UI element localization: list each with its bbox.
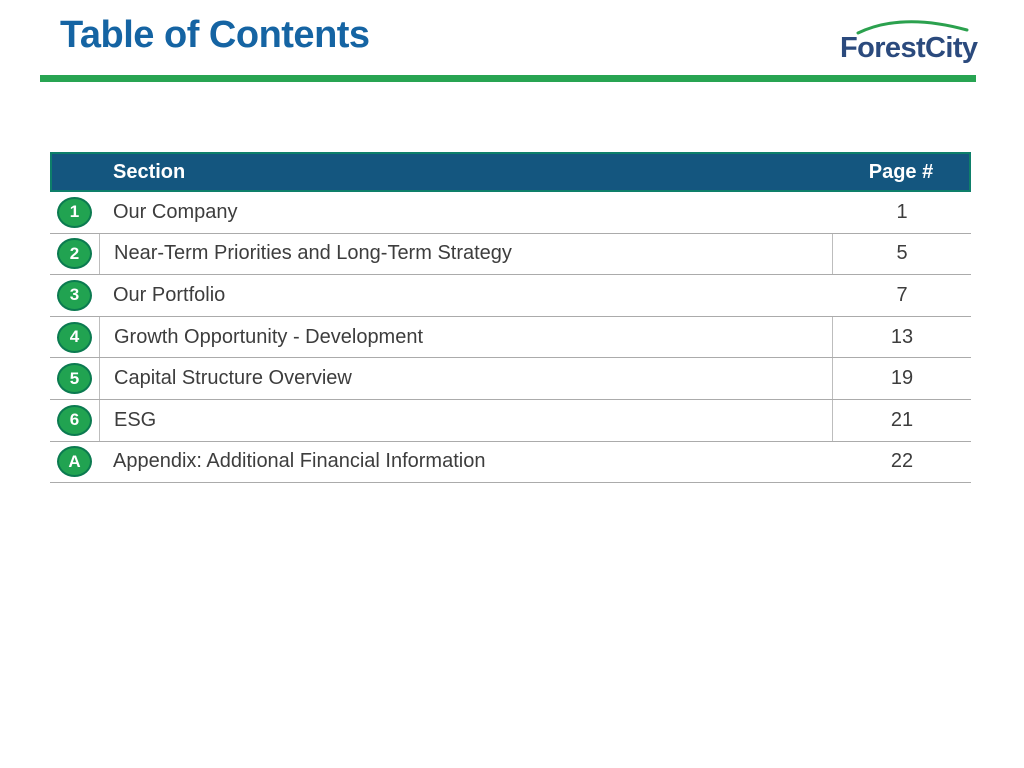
badge-cell: 5 (50, 358, 99, 399)
badge-label: 5 (69, 368, 80, 388)
table-row: 5 Capital Structure Overview 19 (50, 358, 971, 400)
badge-cell: 4 (50, 317, 99, 358)
page-title: Table of Contents (60, 14, 370, 56)
table-header-row: Section Page # (50, 152, 971, 192)
table-row: 4 Growth Opportunity - Development 13 (50, 316, 971, 359)
badge-label: 4 (69, 327, 80, 347)
table-row: 6 ESG 21 (50, 399, 971, 442)
toc-table: Section Page # 1 Our Company 1 2 Near-Te… (50, 152, 971, 484)
title-underline-rule (40, 75, 976, 82)
section-title: ESG (99, 399, 833, 441)
table-row: A Appendix: Additional Financial Informa… (50, 441, 971, 484)
section-number-badge: 4 (57, 321, 92, 353)
badge-label: 6 (69, 410, 80, 430)
column-header-section: Section (113, 160, 186, 183)
page-number: 13 (890, 325, 914, 348)
section-title: Growth Opportunity - Development (99, 316, 833, 358)
badge-cell: 3 (50, 275, 99, 316)
section-title: Capital Structure Overview (99, 358, 833, 399)
section-number-badge: 5 (57, 363, 92, 395)
page-number: 22 (890, 450, 914, 473)
badge-cell: 1 (50, 192, 99, 233)
logo-wordmark: ForestCity (840, 32, 978, 64)
table-row: 3 Our Portfolio 7 (50, 275, 971, 317)
table-row: 1 Our Company 1 (50, 192, 971, 234)
section-number-badge: 3 (57, 279, 92, 311)
table-row: 2 Near-Term Priorities and Long-Term Str… (50, 233, 971, 276)
section-title: Our Portfolio (113, 283, 226, 306)
badge-label: 3 (69, 285, 80, 305)
section-number-badge: 2 (57, 238, 92, 270)
column-header-page: Page # (868, 160, 934, 183)
table-body: 1 Our Company 1 2 Near-Term Priorities a… (50, 192, 971, 484)
section-title: Our Company (113, 200, 238, 223)
section-title: Appendix: Additional Financial Informati… (113, 450, 486, 473)
badge-cell: 2 (50, 234, 99, 275)
badge-cell: A (50, 442, 99, 483)
page-number: 1 (896, 200, 908, 223)
section-number-badge: 1 (57, 196, 92, 228)
page-number: 21 (890, 408, 914, 431)
badge-label: A (68, 451, 81, 471)
section-number-badge: A (57, 446, 92, 478)
page-number: 5 (896, 242, 908, 265)
forestcity-logo: ForestCity (828, 6, 990, 72)
badge-label: 2 (69, 243, 80, 263)
badge-label: 1 (69, 202, 80, 222)
page-number: 19 (890, 367, 914, 390)
section-number-badge: 6 (57, 404, 92, 436)
logo-arc-icon (856, 20, 969, 35)
page-number: 7 (896, 283, 908, 306)
section-title: Near-Term Priorities and Long-Term Strat… (99, 233, 833, 275)
badge-cell: 6 (50, 400, 99, 441)
